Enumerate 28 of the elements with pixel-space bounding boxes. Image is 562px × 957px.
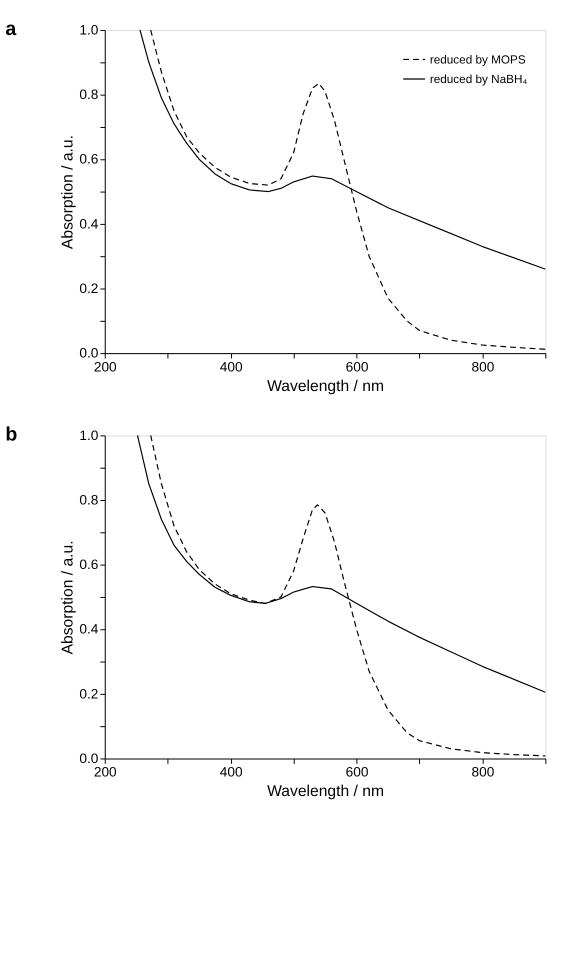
x-axis-title: Wavelength / nm	[267, 378, 384, 395]
x-tick-label: 200	[94, 764, 118, 780]
y-tick-label: 0.4	[79, 216, 99, 232]
x-tick-label: 200	[94, 359, 118, 374]
y-tick-label: 0.8	[79, 492, 99, 508]
y-tick-label: 0.8	[79, 87, 99, 102]
y-tick-label: 1.0	[79, 428, 99, 443]
x-axis-title: Wavelength / nm	[267, 783, 384, 800]
x-tick-label: 600	[346, 359, 369, 374]
x-tick-label: 800	[471, 764, 495, 780]
y-tick-label: 0.2	[79, 686, 98, 702]
y-tick-label: 0.6	[79, 152, 99, 167]
y-axis-title: Absorption / a.u.	[59, 135, 76, 250]
y-axis-title: Absorption / a.u.	[59, 540, 76, 654]
x-tick-label: 800	[471, 359, 495, 374]
x-tick-label: 400	[220, 359, 243, 374]
y-tick-label: 0.4	[79, 622, 99, 637]
x-tick-label: 600	[346, 764, 369, 780]
y-tick-label: 0.6	[79, 557, 99, 572]
y-tick-label: 0.0	[79, 750, 99, 766]
y-tick-label: 0.0	[79, 346, 99, 361]
legend-label: reduced by NaBH₄	[430, 72, 528, 86]
chart-title: b	[5, 423, 18, 446]
x-tick-label: 400	[220, 764, 243, 780]
chart-title: a	[5, 18, 18, 40]
legend-label: reduced by MOPS	[430, 53, 526, 66]
y-tick-label: 0.2	[79, 280, 98, 296]
y-tick-label: 1.0	[79, 22, 99, 38]
